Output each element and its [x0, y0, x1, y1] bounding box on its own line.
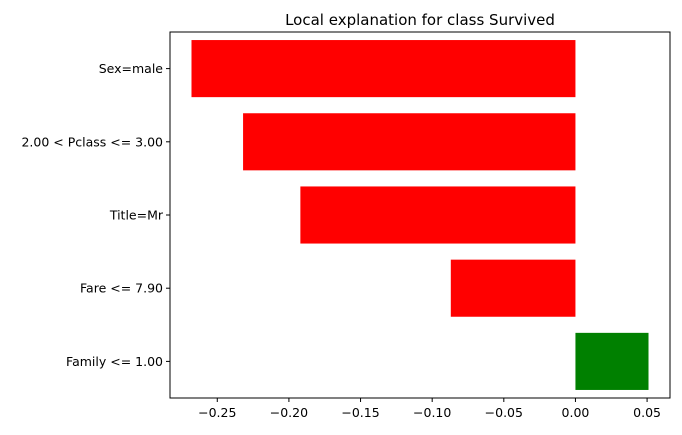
x-tick-label-5: 0.00 [562, 405, 590, 420]
x-axis: −0.25 −0.20 −0.15 −0.10 −0.05 0.00 0.05 [198, 398, 661, 420]
x-tick-label-0: −0.25 [198, 405, 236, 420]
x-tick-label-2: −0.15 [341, 405, 379, 420]
y-tick-label-3: Fare <= 7.90 [80, 281, 163, 296]
x-tick-label-3: −0.10 [413, 405, 451, 420]
bar-4 [575, 332, 649, 390]
x-tick-label-6: 0.05 [633, 405, 661, 420]
y-tick-label-4: Family <= 1.00 [66, 354, 163, 369]
bar-1 [243, 113, 576, 171]
bar-2 [300, 186, 576, 244]
bar-0 [191, 40, 576, 98]
y-tick-label-0: Sex=male [99, 61, 164, 76]
bars-group [191, 40, 649, 390]
bar-3 [450, 259, 576, 317]
y-axis: Sex=male 2.00 < Pclass <= 3.00 Title=Mr Far… [21, 61, 170, 369]
chart-title: Local explanation for class Survived [285, 11, 555, 29]
x-tick-label-4: −0.05 [485, 405, 523, 420]
y-tick-label-1: 2.00 < Pclass <= 3.00 [21, 134, 163, 149]
plot-frame [169, 31, 671, 399]
x-tick-label-1: −0.20 [270, 405, 308, 420]
y-tick-label-2: Title=Mr [109, 208, 164, 223]
